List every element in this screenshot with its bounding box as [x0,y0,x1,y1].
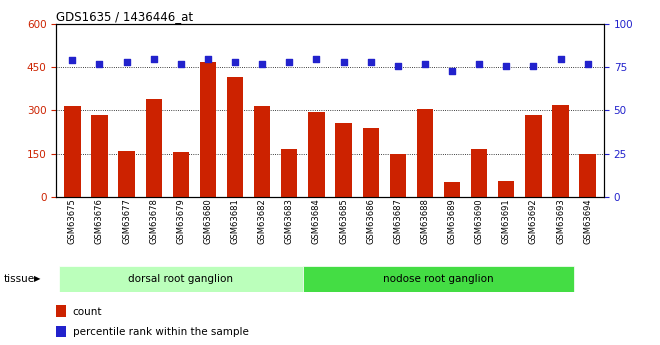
Point [257,61,267,67]
Bar [119,151,135,197]
Text: dorsal root ganglion: dorsal root ganglion [128,274,234,284]
Bar [362,128,379,197]
Point [528,63,539,68]
Bar [56,326,66,337]
Bar [498,181,514,197]
Point [121,59,132,65]
Point [148,56,159,61]
Text: percentile rank within the sample: percentile rank within the sample [73,327,248,337]
Point [393,63,403,68]
Bar [335,124,352,197]
Point [501,63,512,68]
Bar [91,115,108,197]
Bar [200,61,216,197]
Point [230,59,240,65]
Bar [579,154,596,197]
Point [203,56,213,61]
Point [582,61,593,67]
Bar [471,149,487,197]
Point [176,61,186,67]
Text: nodose root ganglion: nodose root ganglion [383,274,494,284]
Point [339,59,349,65]
Text: count: count [73,307,102,317]
Text: tissue: tissue [3,274,34,284]
Point [311,56,321,61]
Point [67,58,78,63]
Bar [389,154,406,197]
Point [366,59,376,65]
Bar [308,112,325,197]
Bar [254,106,271,197]
Point [555,56,566,61]
Bar [552,105,569,197]
Point [474,61,484,67]
Bar [444,182,460,197]
Point [447,68,457,73]
Bar [64,106,81,197]
Bar [303,266,574,292]
Bar [227,77,244,197]
Bar [56,305,66,317]
Bar [281,149,298,197]
Point [94,61,105,67]
Bar [173,152,189,197]
Point [284,59,294,65]
Bar [416,109,433,197]
Point [420,61,430,67]
Bar [146,99,162,197]
Bar [59,266,303,292]
Text: GDS1635 / 1436446_at: GDS1635 / 1436446_at [56,10,193,23]
Text: ▶: ▶ [34,274,41,283]
Bar [525,115,541,197]
